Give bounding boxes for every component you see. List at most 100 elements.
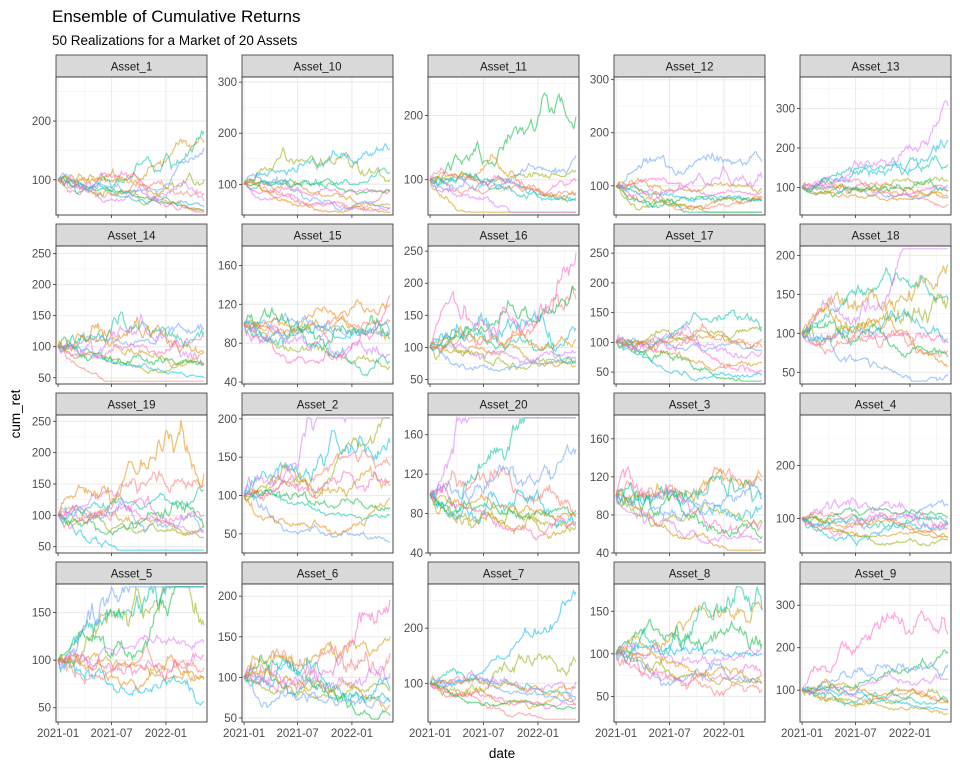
y-tick-label: 50 [38,703,51,715]
series-line [801,248,948,335]
series-group [57,130,205,214]
plot-background [428,415,579,553]
series-line [801,100,949,188]
series-line [243,146,391,185]
y-tick-label: 200 [590,278,609,290]
facet-strip-label: Asset_4 [855,400,897,412]
series-line [801,514,949,529]
series-line [801,678,949,704]
y-tick-label: 200 [218,591,237,603]
y-tick-label: 50 [224,713,237,725]
y-tick-label: 100 [404,175,423,187]
facet-strip-label: Asset_15 [294,231,342,243]
y-tick-label: 100 [218,179,237,191]
y-tick-label: 200 [32,280,51,292]
y-tick-label: 40 [596,548,609,560]
facet-panel: Asset_12 100 200 300 [590,54,766,218]
facet-panel: Asset_7 100 200 2021-01 2021-07 2022-01 [404,561,580,740]
series-line [801,496,949,531]
series-line [58,512,205,536]
series-line [429,172,577,203]
series-line [801,609,949,691]
y-tick-label: 50 [38,373,51,385]
y-tick-label: 100 [776,685,795,697]
plot-background [56,584,207,722]
x-axis-title: date [489,746,515,761]
series-line [430,443,577,504]
panel-border [613,245,766,385]
series-line [801,329,949,346]
series-line [429,309,577,353]
series-line [429,484,577,542]
series-line [615,495,763,529]
y-tick-label: 50 [596,367,609,379]
y-tick-label: 250 [32,248,51,260]
x-tick-label: 2021-07 [648,728,690,740]
series-line [57,495,205,526]
y-tick-label: 200 [776,460,795,472]
x-tick-label: 2021-01 [223,728,265,740]
y-tick-label: 250 [32,416,51,428]
y-tick-label: 50 [596,691,609,703]
facet-panel: Asset_2 50 100 150 200 [218,392,394,556]
y-tick-label: 160 [404,430,423,442]
series-line [429,674,577,703]
panel-border [613,76,766,216]
y-tick-label: 200 [776,643,795,655]
facet-panel: Asset_11 100 200 [404,54,580,218]
y-tick-label: 80 [596,510,609,522]
y-tick-label: 50 [782,367,795,379]
panel-border [799,76,952,216]
series-line [615,600,763,657]
x-tick-label: 2022-01 [517,728,559,740]
series-line [615,489,763,540]
series-line [615,488,762,551]
series-group [57,419,205,551]
y-tick-label: 80 [224,338,237,350]
series-line [615,649,763,686]
x-tick-label: 2021-07 [276,728,318,740]
series-group [57,584,205,707]
series-line [429,346,577,373]
y-tick-label: 100 [218,672,237,684]
series-line [429,676,577,696]
facet-panel: Asset_6 50 100 150 200 2021-01 2021-07 2022-01 [218,561,394,740]
series-line [243,180,391,213]
facet-panel: Asset_14 50 100 150 200 250 [32,223,208,387]
series-group [615,309,763,382]
series-line [801,301,949,368]
series-line [57,147,205,195]
series-line [615,467,763,504]
y-tick-label: 200 [404,623,423,635]
y-tick-label: 200 [32,116,51,128]
panel-border [241,76,394,216]
series-line [801,510,949,537]
series-line [429,285,577,350]
panel-border [427,414,580,554]
facet-panel: Asset_13 100 200 300 [776,54,952,218]
series-line [801,186,949,202]
series-line [243,183,391,212]
facet-strip-label: Asset_1 [111,62,153,74]
series-group [243,295,391,377]
y-tick-label: 160 [590,434,609,446]
x-tick-label: 2021-01 [409,728,451,740]
series-line [615,185,763,209]
y-tick-label: 150 [32,608,51,620]
series-line [429,682,577,710]
series-line [615,323,763,360]
series-line [429,177,576,213]
y-tick-label: 300 [590,75,609,87]
panel-border [55,245,208,385]
series-line [801,513,949,540]
series-line [57,346,204,382]
y-tick-label: 300 [218,77,237,89]
panel-border [427,583,580,723]
series-line [429,324,577,352]
series-line [244,142,391,185]
series-line [430,468,577,518]
panel-border [241,583,394,723]
series-line [429,338,577,371]
series-line [615,151,763,189]
series-line [801,155,949,191]
